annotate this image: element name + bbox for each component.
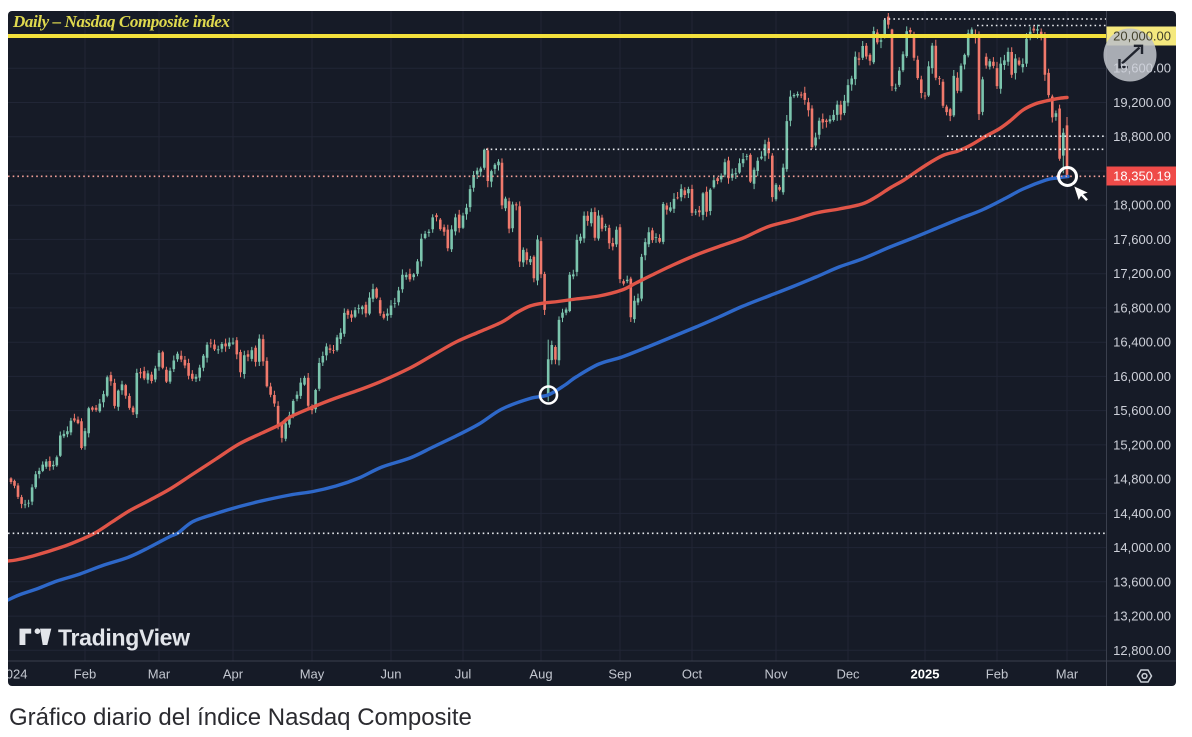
svg-text:Daily – Nasdaq Composite index: Daily – Nasdaq Composite index [12,12,230,31]
svg-text:Mar: Mar [1056,667,1079,682]
svg-text:18,350.19: 18,350.19 [1113,169,1171,184]
svg-text:12,800.00: 12,800.00 [1113,643,1171,658]
svg-text:20,000.00: 20,000.00 [1113,29,1171,44]
svg-text:2024: 2024 [0,667,27,682]
svg-text:16,400.00: 16,400.00 [1113,335,1171,350]
svg-text:Dec: Dec [836,667,860,682]
svg-text:Sep: Sep [608,667,631,682]
svg-text:May: May [300,667,325,682]
svg-text:15,600.00: 15,600.00 [1113,403,1171,418]
svg-text:17,600.00: 17,600.00 [1113,232,1171,247]
svg-text:Nov: Nov [764,667,788,682]
svg-text:Apr: Apr [223,667,244,682]
svg-text:14,800.00: 14,800.00 [1113,472,1171,487]
svg-text:18,000.00: 18,000.00 [1113,198,1171,213]
svg-text:16,800.00: 16,800.00 [1113,300,1171,315]
svg-text:13,600.00: 13,600.00 [1113,574,1171,589]
svg-text:19,200.00: 19,200.00 [1113,95,1171,110]
svg-text:19,600.00: 19,600.00 [1113,61,1171,76]
svg-text:TradingView: TradingView [58,625,190,651]
svg-text:Oct: Oct [682,667,703,682]
svg-text:Jun: Jun [381,667,402,682]
svg-text:Mar: Mar [148,667,171,682]
svg-text:16,000.00: 16,000.00 [1113,369,1171,384]
svg-text:17,200.00: 17,200.00 [1113,266,1171,281]
svg-text:Feb: Feb [986,667,1008,682]
svg-text:2025: 2025 [911,667,940,682]
svg-text:13,200.00: 13,200.00 [1113,609,1171,624]
svg-text:Jul: Jul [455,667,472,682]
svg-text:14,000.00: 14,000.00 [1113,540,1171,555]
svg-text:Aug: Aug [529,667,552,682]
svg-text:18,800.00: 18,800.00 [1113,129,1171,144]
svg-text:14,400.00: 14,400.00 [1113,506,1171,521]
svg-text:Feb: Feb [74,667,96,682]
svg-text:15,200.00: 15,200.00 [1113,437,1171,452]
